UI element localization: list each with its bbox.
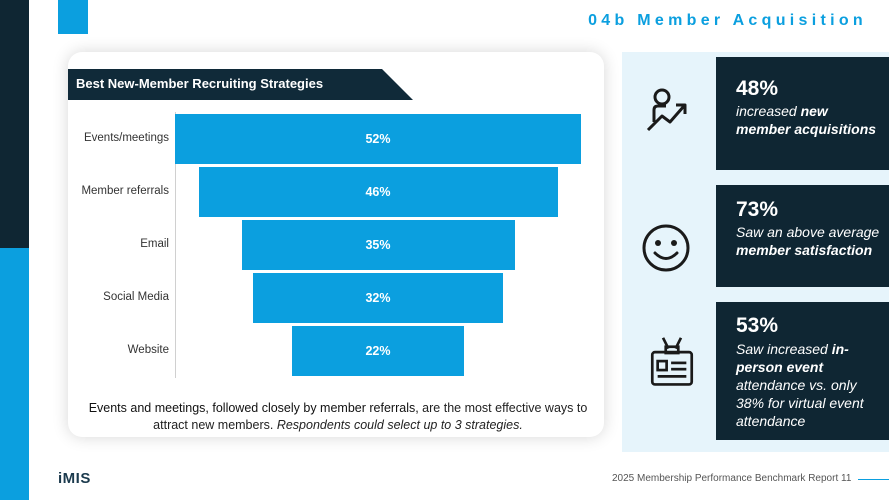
stat-card-1: 48% increased new member acquisitions: [716, 57, 889, 170]
footer-report-title: 2025 Membership Performance Benchmark Re…: [612, 473, 839, 484]
stat-text-2-pre: Saw an above average: [736, 224, 880, 240]
category-label: Member referrals: [81, 185, 169, 197]
stat-number-1: 48%: [736, 77, 779, 100]
category-label: Events/meetings: [83, 132, 169, 144]
stat-text-1-pre: increased: [736, 103, 801, 119]
funnel-bar: [175, 114, 581, 164]
funnel-bar: [292, 326, 464, 376]
stat-card-3: 53% Saw increased in-person event attend…: [716, 302, 889, 440]
stat-text-2: Saw an above average member satisfaction: [736, 223, 886, 259]
stat-text-3: Saw increased in-person event attendance…: [736, 340, 886, 430]
funnel-bar: [241, 220, 515, 270]
chart-caption: Events and meetings, followed closely by…: [88, 400, 588, 434]
left-band-blue: [0, 248, 29, 500]
chart-axis-line: [175, 112, 176, 378]
bar-value-label: 46%: [365, 185, 391, 199]
stat-text-1: increased new member acquisitions: [736, 102, 886, 138]
category-label: Social Media: [103, 291, 169, 303]
caption-note: Respondents could select up to 3 strateg…: [273, 418, 523, 432]
stat-text-3-post: attendance vs. only 38% for virtual even…: [736, 377, 864, 429]
page-number: 11: [841, 473, 852, 484]
bar-value-label: 35%: [365, 238, 391, 252]
bar-value-label: 22%: [365, 344, 391, 358]
stat-text-3-pre: Saw increased: [736, 341, 832, 357]
category-label: Email: [140, 238, 169, 250]
stat-text-3-bold: in-person event: [736, 341, 849, 375]
stat-number-2: 73%: [736, 198, 779, 221]
footer-line: [858, 479, 889, 480]
chart-title: Best New-Member Recruiting Strategies: [76, 76, 324, 91]
section-title: 04b Member Acquisition: [588, 12, 867, 29]
caption-lead: Events and meetings, followed closely by…: [88, 401, 419, 415]
top-accent-band: [58, 0, 88, 34]
badge-icon: [650, 337, 694, 386]
chart-title-band: [68, 69, 413, 100]
funnel-bar: [253, 273, 503, 323]
funnel-bar: [198, 167, 558, 217]
imis-logo: iMIS: [58, 470, 91, 487]
stat-number-3: 53%: [736, 314, 779, 337]
stat-text-1-bold: new member acquisitions: [736, 103, 877, 137]
stat-card-2: 73% Saw an above average member satisfac…: [716, 185, 889, 287]
logo-text: iMIS: [58, 470, 91, 487]
category-label: Website: [127, 344, 169, 356]
person-growth-icon: [646, 88, 687, 132]
bar-value-label: 32%: [365, 291, 391, 305]
bar-value-label: 52%: [365, 132, 391, 146]
stat-text-2-bold: member satisfaction: [736, 242, 873, 258]
caption-rest: are the most effective ways to attract n…: [153, 401, 588, 432]
smiley-icon: [642, 224, 690, 272]
